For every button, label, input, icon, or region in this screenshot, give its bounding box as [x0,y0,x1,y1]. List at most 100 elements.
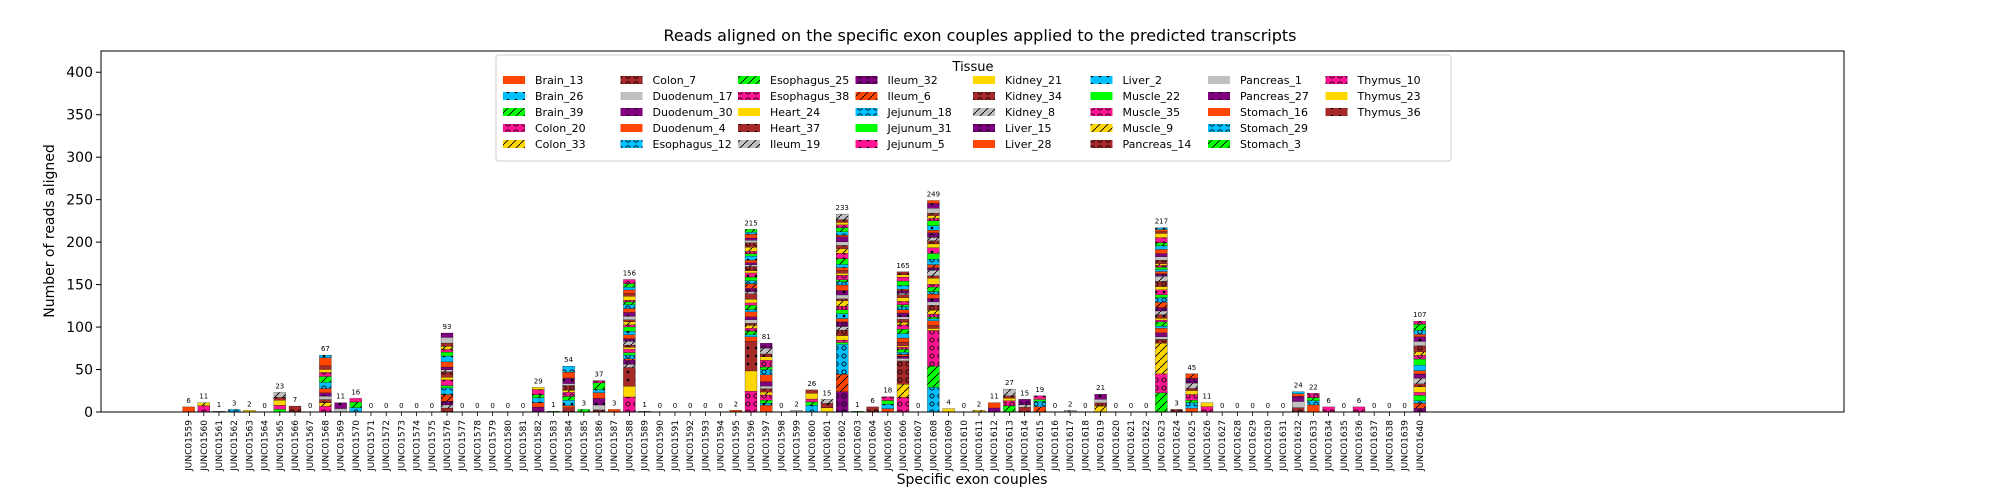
bar-segment [881,408,894,413]
bar-segment [1155,281,1168,287]
bar-segment [1185,382,1198,389]
bar-segment [927,264,940,268]
legend-item: Brain_26 [503,90,583,103]
bar-segment [744,276,758,281]
bar-segment [1155,273,1168,277]
bar-segment [273,392,286,398]
data-label: 0 [414,402,418,410]
bar-segment [744,288,758,292]
data-label: 26 [807,380,816,388]
bar-segment [562,372,575,379]
bar-segment [744,325,758,329]
x-tick-label: JUNC01573 [397,420,407,472]
bar-segment [881,403,894,409]
bar-JUNC01576 [440,332,454,413]
legend-label: Ileum_6 [888,90,931,103]
legend-swatch [1208,124,1230,132]
bar-segment [623,367,636,387]
bar-segment [1185,390,1198,395]
data-label: 6 [1357,397,1362,405]
bar-segment [1307,393,1320,398]
bar-segment [760,356,773,361]
x-tick-label: JUNC01604 [869,420,879,472]
bar-segment [760,353,773,357]
legend-items: Brain_13 Brain_26 Brain_39 Colon_20 Colon_33… [503,74,1421,151]
legend-swatch [973,140,995,148]
bar-segment [760,385,773,389]
bar-segment [744,293,758,300]
bar-segment [836,222,849,225]
bar-segment [319,382,332,389]
bar-segment [760,366,773,370]
x-tick-label: JUNC01583 [549,420,559,472]
bar-segment [1155,249,1168,254]
bar-segment [623,349,636,353]
bar-segment [562,383,575,386]
legend-swatch [738,108,760,116]
data-label: 249 [927,190,940,198]
bar-JUNC01568 [319,354,332,413]
bar-JUNC01632 [1292,391,1305,413]
bar-JUNC01614 [1018,399,1031,413]
x-tick-label: JUNC01618 [1081,420,1091,472]
data-label: 2 [247,400,251,408]
bar-JUNC01582 [532,387,545,413]
bar-segment [1018,407,1031,413]
legend-swatch [503,108,525,116]
legend-label: Jejunum_31 [887,122,952,135]
bar-segment [532,397,545,403]
bar-segment [1413,345,1426,353]
bar-segment [836,275,849,280]
bar-segment [896,333,910,339]
data-label: 0 [962,402,966,410]
legend-item: Ileum_32 [855,74,938,87]
bar-segment [623,358,636,361]
data-label: 2 [734,400,738,408]
bar-segment [1155,227,1168,230]
data-label: 24 [1294,382,1303,390]
legend-item: Muscle_9 [1090,122,1173,135]
bar-segment [1292,393,1305,397]
x-tick-label: JUNC01626 [1203,420,1213,472]
x-tick-label: JUNC01595 [732,420,742,472]
legend-item: Liver_2 [1090,74,1162,87]
bar-segment [440,342,454,347]
x-tick-label: JUNC01597 [762,420,772,472]
x-tick-label: JUNC01588 [625,420,635,472]
bar-segment [1155,265,1168,268]
bar-segment [927,270,940,276]
legend-item: Liver_15 [973,122,1051,135]
bar-segment [744,305,758,310]
data-label: 23 [275,382,284,390]
bar-segment [896,341,910,347]
y-axis: 0 50 100 150 200 250 300 350 400 [66,65,101,421]
bar-JUNC01636 [1352,406,1366,413]
bar-segment [896,383,910,398]
bar-segment [562,390,575,393]
x-tick-label: JUNC01605 [884,420,894,472]
bar-segment [562,400,575,406]
legend-label: Heart_24 [770,106,820,119]
bar-segment [896,352,910,355]
bar-segment [1413,378,1426,384]
bar-segment [623,312,636,317]
legend-swatch [1208,92,1230,100]
data-label: 0 [1129,402,1133,410]
bar-segment [1413,400,1426,404]
data-label: 11 [336,393,345,401]
bar-segment [273,405,286,410]
bar-segment [562,396,575,401]
data-label: 45 [1187,364,1196,372]
bar-segment [836,326,849,331]
legend-label: Colon_33 [535,138,586,151]
y-tick-label: 150 [66,278,93,294]
bar-segment [896,274,910,278]
data-label: 6 [870,397,875,405]
legend-swatch [1090,76,1113,84]
legend-item: Duodenum_17 [620,90,733,103]
bar-segment [927,237,940,241]
x-tick-label: JUNC01630 [1264,420,1274,472]
y-tick-label: 50 [75,363,93,379]
bar-segment [1155,253,1168,257]
legend-swatch [1325,92,1348,100]
